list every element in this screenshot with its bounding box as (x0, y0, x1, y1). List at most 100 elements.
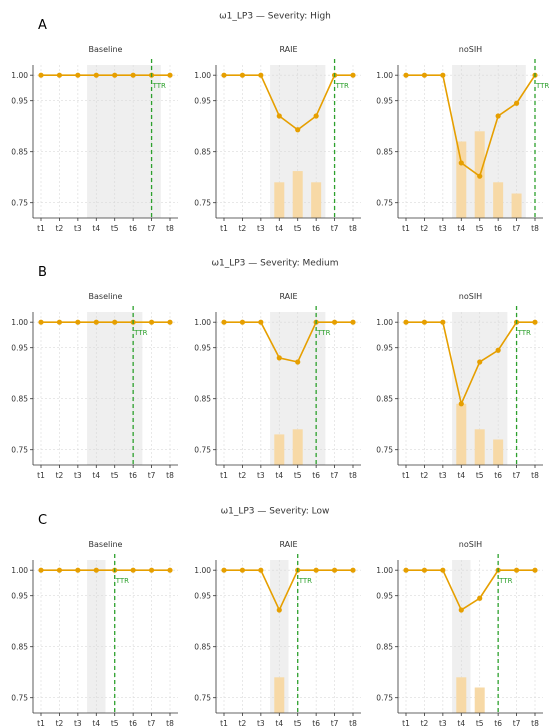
series-point (331, 319, 338, 325)
x-tick-label: t6 (494, 224, 502, 233)
series-point (403, 319, 409, 325)
x-tick-label: t5 (111, 224, 119, 233)
x-tick-label: t6 (129, 471, 137, 480)
bar (474, 687, 485, 713)
x-tick-label: t2 (56, 224, 64, 233)
y-tick-label: 1.00 (11, 566, 28, 575)
series-point (276, 355, 282, 361)
y-tick-label: 1.00 (11, 71, 28, 80)
x-tick-label: t5 (476, 224, 484, 233)
series-point (495, 347, 501, 353)
row-title: ω1_LP3 — Severity: Medium (211, 259, 338, 269)
panel-title: Baseline (89, 292, 123, 301)
x-tick-label: t7 (331, 224, 339, 233)
panel-title: Baseline (89, 45, 123, 54)
series-point (477, 595, 483, 601)
series-point (458, 401, 464, 407)
panel-nosih: noSIH 0.75 0.85 0.95 1.00 t1 t2 t3 t4 t5 t6 t7 t8 TTR (376, 45, 549, 233)
x-tick-label: t8 (349, 471, 357, 480)
y-tick-label: 0.85 (11, 395, 28, 404)
series-point (38, 72, 44, 78)
series-point (440, 72, 446, 78)
y-tick-label: 1.00 (376, 71, 393, 80)
x-tick-label: t4 (92, 471, 100, 480)
ttr-label: TTR (133, 329, 147, 337)
x-tick-label: t6 (494, 719, 502, 726)
series-point (421, 319, 428, 325)
y-tick-label: 0.85 (376, 643, 393, 652)
x-tick-label: t5 (476, 719, 484, 726)
bar (456, 677, 467, 713)
x-tick-label: t4 (457, 471, 465, 480)
row-title: ω1_LP3 — Severity: High (219, 12, 331, 22)
series-point (350, 72, 356, 78)
row-letter: B (38, 265, 47, 280)
series-point (148, 567, 155, 573)
y-tick-label: 0.95 (376, 344, 393, 353)
x-tick-label: t6 (129, 719, 137, 726)
ttr-label: TTR (535, 82, 549, 90)
y-tick-label: 0.75 (376, 199, 393, 208)
x-tick-label: t5 (294, 719, 302, 726)
panel-title: noSIH (459, 45, 482, 54)
panel-baseline: Baseline 0.75 0.85 0.95 1.00 t1 t2 t3 t4 t5 t6 t7 t8… (11, 45, 178, 233)
x-tick-label: t4 (275, 719, 283, 726)
series-point (130, 72, 136, 78)
x-tick-label: t7 (148, 471, 156, 480)
series-point (38, 319, 44, 325)
series-line (406, 569, 535, 612)
x-tick-label: t2 (56, 471, 64, 480)
series-point (421, 567, 428, 573)
x-tick-label: t6 (312, 224, 320, 233)
panel-raie: RAIE 0.75 0.85 0.95 1.00 t1 t2 t3 t4 t5 t6 t7 t8 TTR (194, 292, 361, 480)
series-point (477, 359, 483, 365)
panel-raie: RAIE 0.75 0.85 0.95 1.00 t1 t2 t3 t4 t5 t6 t7 t8 TTR (194, 45, 361, 233)
series-point (350, 567, 356, 573)
ttr-label: TTR (498, 577, 512, 585)
y-tick-label: 0.95 (11, 592, 28, 601)
x-tick-label: t4 (457, 719, 465, 726)
series-point (148, 319, 155, 325)
x-tick-label: t2 (239, 224, 247, 233)
y-tick-label: 1.00 (194, 318, 211, 327)
x-tick-label: t8 (349, 224, 357, 233)
y-tick-label: 0.85 (376, 148, 393, 157)
panel-title: RAIE (279, 45, 297, 54)
series-point (239, 319, 246, 325)
x-tick-label: t8 (531, 719, 539, 726)
bar (292, 429, 303, 465)
series-point (130, 567, 136, 573)
x-tick-label: t3 (439, 471, 447, 480)
x-tick-label: t1 (37, 224, 45, 233)
x-tick-label: t2 (239, 471, 247, 480)
bar (511, 193, 522, 218)
series-line (224, 74, 353, 131)
bar (274, 182, 285, 218)
panel-raie: RAIE 0.75 0.85 0.95 1.00 t1 t2 t3 t4 t5 t6 t7 t8 TTR (194, 540, 361, 726)
panel-title: noSIH (459, 540, 482, 549)
x-tick-label: t1 (37, 719, 45, 726)
x-tick-label: t4 (92, 224, 100, 233)
ttr-label: TTR (335, 82, 349, 90)
bar (456, 141, 467, 218)
x-tick-label: t3 (439, 224, 447, 233)
series-point (403, 72, 409, 78)
x-tick-label: t8 (531, 224, 539, 233)
x-tick-label: t4 (275, 471, 283, 480)
x-tick-label: t3 (257, 224, 265, 233)
series-point (350, 319, 356, 325)
y-tick-label: 1.00 (194, 566, 211, 575)
ttr-label: TTR (298, 577, 312, 585)
x-tick-label: t3 (439, 719, 447, 726)
series-point (513, 100, 520, 106)
y-tick-label: 0.85 (194, 395, 211, 404)
panel-baseline: Baseline 0.75 0.85 0.95 1.00 t1 t2 t3 t4 t5 t6 t7 t8… (11, 540, 178, 726)
x-tick-label: t7 (331, 471, 339, 480)
y-tick-label: 0.75 (11, 446, 28, 455)
y-tick-label: 0.85 (194, 148, 211, 157)
x-tick-label: t6 (312, 471, 320, 480)
x-tick-label: t1 (402, 224, 410, 233)
series-point (477, 173, 483, 179)
series-point (75, 72, 81, 78)
